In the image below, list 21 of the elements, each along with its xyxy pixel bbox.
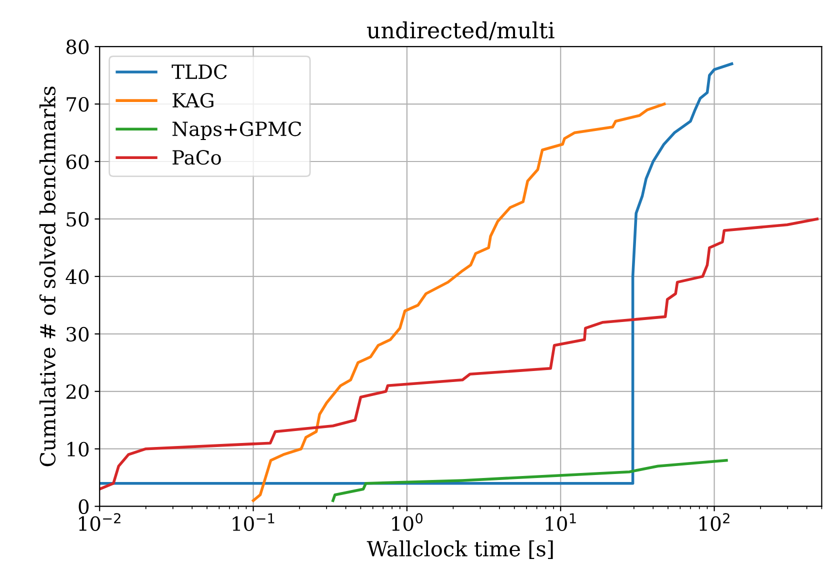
legend-label: PaCo [172,150,221,165]
y-tick-label: 20 [66,384,89,400]
y-tick-label: 10 [68,442,89,457]
x-axis-title: Wallclock time [s] [366,540,553,560]
y-tick-label: 0 [78,499,89,514]
y-tick-label: 70 [66,96,89,112]
x-tick-label: 10$^{0}$ [392,513,423,531]
x-tick-label: 10$^{2}$ [700,513,730,531]
x-tick-label: 10$^{1}$ [546,513,576,531]
legend-label: TLDC [172,64,227,80]
y-tick-label: 50 [66,212,89,227]
y-tick-label: 40 [66,269,89,284]
y-tick-label: 80 [66,40,89,54]
y-axis-title: Cumulative # of solved benchmarks [39,86,56,466]
y-tick-label: 30 [66,326,89,342]
x-tick-label: 10$^{−2}$ [79,513,120,531]
chart-title: undirected/multi [366,21,554,40]
legend-label: Naps+GPMC [172,121,302,140]
x-tick-label: 10$^{−1}$ [232,513,274,531]
y-tick-label: 60 [66,154,89,170]
legend-label: KAG [172,92,214,108]
